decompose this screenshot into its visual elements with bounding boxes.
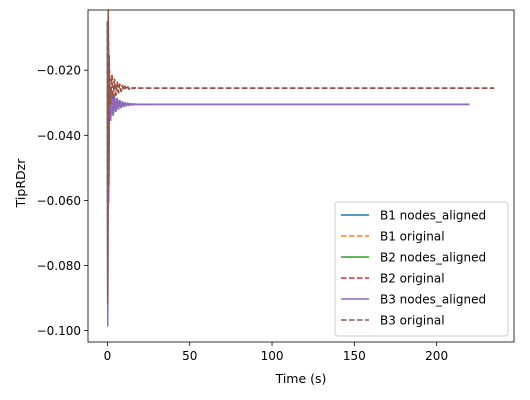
legend-label: B1 nodes_aligned	[380, 209, 486, 223]
legend-box	[334, 201, 509, 337]
series-line-6	[106, 10, 495, 304]
y-tick-label: −0.100	[37, 324, 81, 338]
y-tick-label: −0.080	[37, 259, 81, 273]
x-axis-label: Time (s)	[275, 371, 327, 386]
legend-label: B1 original	[380, 230, 445, 244]
y-tick-label: −0.020	[37, 64, 81, 78]
series-line-5	[106, 10, 470, 327]
x-tick-label: 50	[182, 349, 197, 363]
legend: B1 nodes_aligned B1 original B2 nodes_alig…	[334, 201, 509, 337]
x-tick-label: 100	[261, 349, 284, 363]
y-tick-label: −0.060	[37, 194, 81, 208]
axes-frame	[87, 9, 515, 343]
legend-label: B2 nodes_aligned	[380, 251, 486, 265]
legend-label: B2 original	[380, 272, 445, 286]
y-axis-label: TipRDzr	[13, 158, 28, 209]
plot-area	[106, 10, 495, 327]
legend-label: B3 nodes_aligned	[380, 293, 486, 307]
x-tick-label: 200	[425, 349, 448, 363]
x-tick-label: 0	[104, 349, 112, 363]
y-tick-label: −0.040	[37, 129, 81, 143]
x-tick-label: 150	[343, 349, 366, 363]
legend-label: B3 original	[380, 314, 445, 328]
axes: 0 50 100 150 200 −0.100 −0.080 −0.060 −0.040 −0.0…	[37, 9, 515, 363]
